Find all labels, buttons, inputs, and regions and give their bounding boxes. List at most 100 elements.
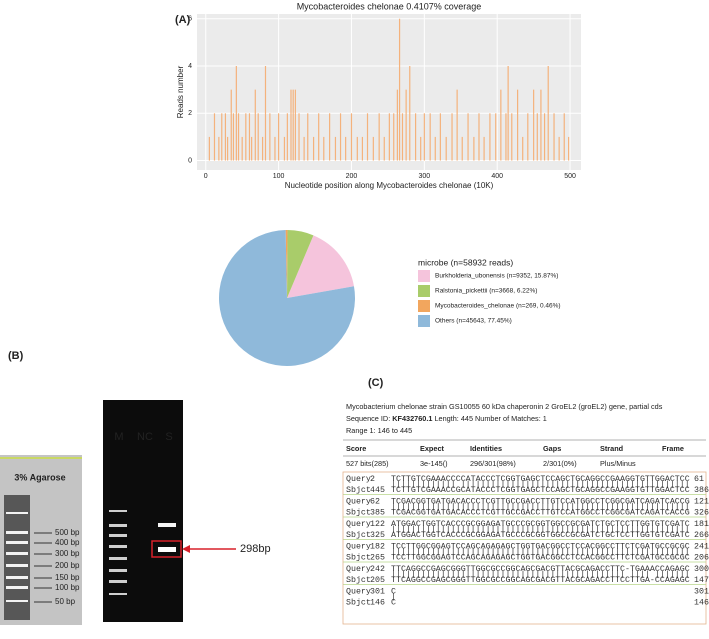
bar — [434, 136, 436, 161]
bar — [388, 113, 390, 161]
bar — [495, 113, 497, 161]
bar — [232, 113, 235, 161]
bar — [245, 113, 247, 161]
alignment-query: Query — [346, 543, 371, 552]
bar — [345, 136, 347, 161]
alignment-sbjct: ATGGACTGGTCACCCGCGGAGATGCCCGCGGTGGCCGCGA… — [391, 531, 690, 540]
gel-left — [0, 455, 82, 625]
alignment-sbjct: 146 — [694, 599, 709, 608]
pie-slice — [218, 230, 355, 366]
alignment-match: ||||||||||||| ||||||||||||||||||||||||||… — [391, 480, 690, 490]
table-cell: 3e-145() — [420, 459, 448, 468]
bar — [511, 113, 513, 161]
bar — [505, 113, 507, 161]
alignment-sbjct: Sbjct — [346, 508, 371, 518]
ladder-label: 50 bp — [55, 597, 76, 606]
y-axis-label: Reads number — [176, 65, 185, 118]
bar — [401, 113, 404, 161]
lane-label: M — [114, 431, 123, 443]
alignment-sbjct: 206 — [694, 554, 709, 563]
legend-swatch — [418, 285, 430, 297]
range: Range 1: 146 to 445 — [346, 426, 412, 435]
alignment-frame — [342, 471, 707, 625]
bar — [372, 136, 374, 161]
bar — [405, 89, 407, 161]
pie-slice — [287, 230, 314, 298]
y-tick-label: 0 — [188, 157, 192, 164]
bar — [312, 136, 315, 161]
table-header: Expect — [420, 444, 444, 453]
bar — [261, 136, 264, 161]
bar — [414, 113, 417, 161]
bar — [500, 89, 502, 161]
bar — [563, 113, 565, 161]
alignment-sbjct: Sbjct — [346, 598, 371, 608]
alignment-match: ||||||||||||||||||||||||||||||||||||||||… — [391, 547, 690, 557]
bar — [473, 136, 475, 161]
ladder-label: 100 bp — [55, 583, 80, 592]
table-header: Gaps — [543, 444, 561, 453]
bar — [221, 113, 223, 161]
gel-note: 3% Agarose — [14, 472, 65, 482]
bar — [350, 113, 353, 161]
lane-label: S — [165, 431, 172, 443]
sequence-info: Length: 445 Number of Matches: 1 — [434, 414, 546, 423]
alignment-query: 61 — [694, 475, 704, 484]
panel-label: (A) — [175, 14, 191, 26]
alignment-sbjct: Sbjct — [346, 485, 371, 495]
alignment-query: 241 — [694, 543, 709, 552]
alignment-query: TCGACGGTGATGACACCCTCGTTGCCGACCTTGTCCATGG… — [391, 498, 690, 507]
alignment-query: TCTTGTCGAAACCCCATACCCTCGGTGAGCTCCAGCTGCA… — [391, 475, 690, 484]
alignment-sbjct: 205 — [370, 576, 385, 585]
alignment-query: 62 — [370, 498, 380, 507]
bar — [456, 89, 458, 161]
bar — [292, 89, 294, 161]
legend-label: Burkholderia_ubonensis (n=9352, 15.87%) — [435, 273, 558, 280]
bar — [278, 113, 280, 161]
bar — [533, 89, 535, 161]
alignment-query: 242 — [370, 565, 385, 574]
x-tick-label: 400 — [491, 173, 503, 180]
bar — [393, 113, 395, 161]
y-tick-label: 6 — [188, 16, 192, 23]
blast-title: Mycobacterium chelonae strain GS10055 60… — [346, 402, 663, 411]
bar — [540, 89, 542, 161]
x-tick-label: 100 — [273, 173, 285, 180]
bar — [451, 113, 453, 161]
x-tick-label: 200 — [346, 173, 358, 180]
panel-label: (B) — [8, 350, 24, 362]
bar — [230, 89, 232, 161]
ladder-label: 200 bp — [55, 561, 80, 570]
bar — [478, 113, 480, 161]
bar — [558, 136, 560, 161]
bar — [420, 136, 422, 161]
alignment-match: | — [391, 592, 396, 602]
bar — [248, 113, 251, 161]
alignment-sbjct: Sbjct — [346, 530, 371, 540]
table-header: Frame — [662, 444, 684, 453]
table-cell: 2/301(0%) — [543, 459, 577, 468]
alignment-match: ||||||||||||||||||||||||||||||||||||||||… — [391, 502, 690, 512]
table-cell: Plus/Minus — [600, 459, 636, 468]
alignment-query: 300 — [694, 565, 709, 574]
alignment-query: TCCTTGGCGGAGTCCAGCAGAGAGCTGGTGACGGCCTCCA… — [391, 543, 690, 552]
lane-label: NC — [137, 431, 153, 443]
bar — [483, 136, 485, 161]
ladder-label: 500 bp — [55, 528, 80, 537]
bar — [361, 136, 364, 161]
bar — [227, 136, 229, 161]
bar — [507, 66, 509, 161]
bar — [329, 113, 331, 161]
bar — [274, 136, 276, 161]
y-tick-label: 4 — [188, 63, 192, 70]
alignment-sbjct: 445 — [370, 486, 385, 495]
sequence-label: Sequence ID: — [346, 414, 390, 423]
sequence-id: KF432760.1 — [392, 414, 432, 423]
alignment-sbjct: 326 — [694, 509, 709, 518]
bar — [290, 89, 292, 161]
alignment-sbjct: TCTTGTCGAAACCGCATACCCTCGGTGAGCTCCAGCTGCA… — [391, 486, 690, 495]
table-cell: 296/301(98%) — [470, 459, 516, 468]
bar — [378, 113, 380, 161]
band-label: 298bp — [240, 543, 271, 555]
